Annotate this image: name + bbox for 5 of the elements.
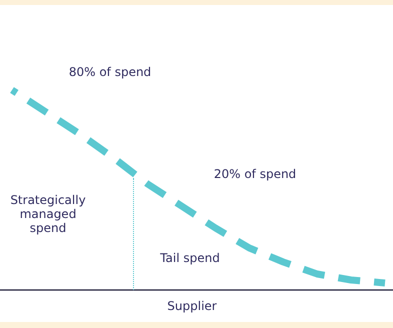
x-axis-title: Supplier — [167, 299, 217, 314]
annotation: Strategically managed spend — [10, 193, 86, 236]
text: 80% of spend — [68, 65, 152, 80]
annotation: Tail spend — [159, 251, 220, 266]
annotation: 20% of spend — [214, 167, 296, 182]
